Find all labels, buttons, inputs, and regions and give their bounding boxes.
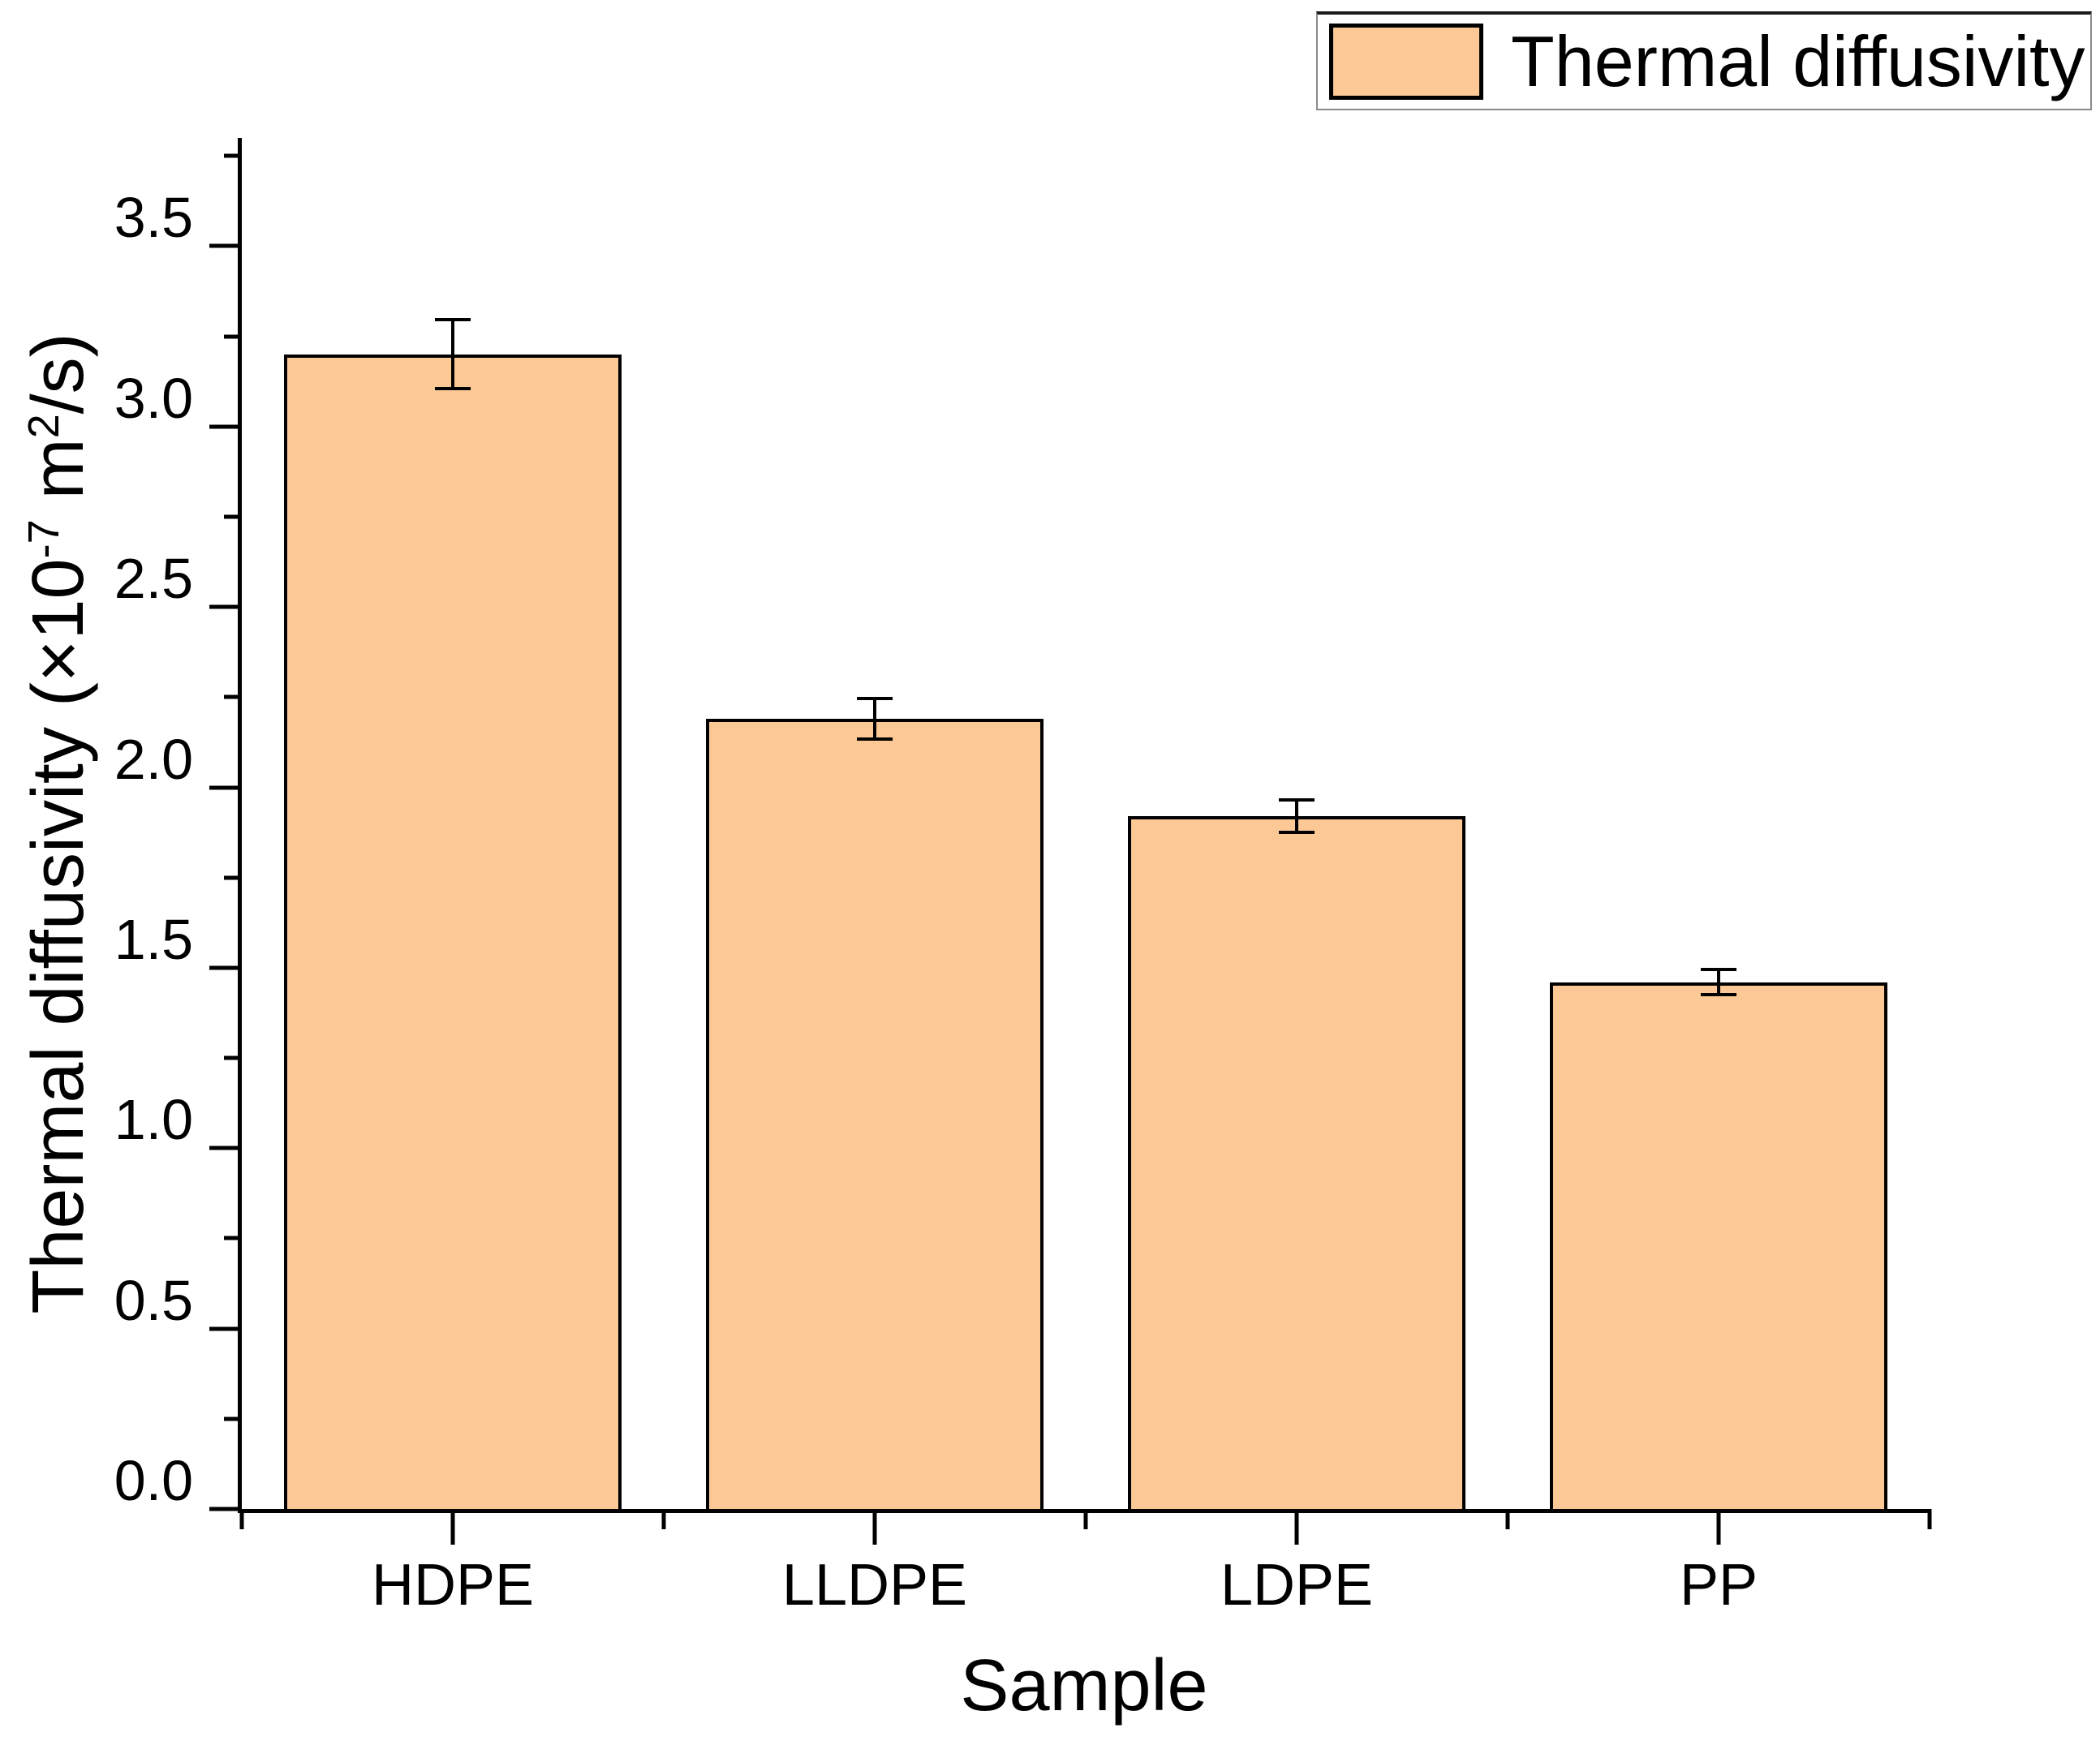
y-major-tick (209, 1507, 242, 1511)
x-major-tick (872, 1509, 877, 1545)
y-minor-tick (224, 1236, 242, 1240)
bar-pp (1550, 982, 1887, 1509)
y-axis-title-text: Thermal diffusivity (×10 (18, 558, 99, 1314)
plot-area: 0.0 0.5 1.0 1.5 2.0 2.5 3.0 3.5 HDPE LLDPE LDPE PP (114, 138, 1932, 1614)
error-bar-cap-bottom (1279, 831, 1315, 835)
legend-label: Thermal diffusivity (1511, 21, 2085, 101)
error-bar-cap-top (1279, 797, 1315, 802)
y-major-tick (209, 1146, 242, 1150)
y-minor-tick (224, 514, 242, 519)
y-axis-title-unit-end: /s) (18, 333, 99, 415)
x-minor-tick (661, 1509, 666, 1529)
y-tick-label: 3.5 (114, 186, 193, 250)
x-major-tick (450, 1509, 455, 1545)
x-minor-tick (1505, 1509, 1510, 1529)
x-category-label-ldpe: LDPE (1220, 1553, 1374, 1618)
x-axis-title: Sample (960, 1645, 1208, 1726)
bar-ldpe (1128, 816, 1465, 1509)
y-tick-label: 0.0 (114, 1449, 193, 1512)
x-category-label-pp: PP (1679, 1553, 1758, 1618)
y-major-tick (209, 604, 242, 609)
error-bar-cap-bottom (1701, 993, 1736, 997)
y-axis-title-exponent: -7 (19, 519, 69, 559)
y-axis-title-unit-exponent: 2 (19, 414, 69, 439)
y-tick-label: 2.0 (114, 727, 193, 791)
error-bar-cap-top (857, 697, 893, 701)
x-minor-tick (1927, 1509, 1932, 1529)
y-tick-label: 0.5 (114, 1268, 193, 1332)
y-axis-title-unit: m (18, 438, 99, 520)
y-minor-tick (224, 153, 242, 158)
y-minor-tick (224, 1055, 242, 1060)
x-category-label-lldpe: LLDPE (781, 1553, 968, 1618)
y-major-tick (209, 785, 242, 790)
error-bar-cap-top (435, 318, 471, 322)
bar-hdpe (284, 354, 622, 1509)
y-tick-label: 3.0 (114, 366, 193, 430)
y-tick-label: 1.5 (114, 907, 193, 971)
y-tick-label: 1.0 (114, 1088, 193, 1152)
y-major-tick (209, 1326, 242, 1331)
y-major-tick (209, 243, 242, 248)
x-category-label-hdpe: HDPE (371, 1553, 535, 1618)
x-major-tick (1716, 1509, 1721, 1545)
x-minor-tick (1083, 1509, 1088, 1529)
error-bar-line (1717, 967, 1720, 997)
y-minor-tick (224, 334, 242, 339)
legend-swatch (1329, 24, 1483, 100)
y-axis-title: Thermal diffusivity (×10-7 m2/s) (18, 333, 99, 1313)
error-bar-line (451, 318, 454, 391)
bar-lldpe (706, 719, 1044, 1509)
error-bar-cap-bottom (857, 737, 893, 741)
error-bar-cap-top (1701, 967, 1736, 971)
y-minor-tick (224, 875, 242, 880)
y-major-tick (209, 965, 242, 970)
legend: Thermal diffusivity (1316, 11, 2092, 110)
x-minor-tick (239, 1509, 244, 1529)
y-minor-tick (224, 694, 242, 699)
error-bar-line (1295, 797, 1298, 835)
error-bar-cap-bottom (435, 387, 471, 391)
y-minor-tick (224, 1416, 242, 1421)
y-major-tick (209, 424, 242, 429)
y-tick-label: 2.5 (114, 547, 193, 611)
x-major-tick (1294, 1509, 1299, 1545)
error-bar-line (873, 697, 876, 741)
